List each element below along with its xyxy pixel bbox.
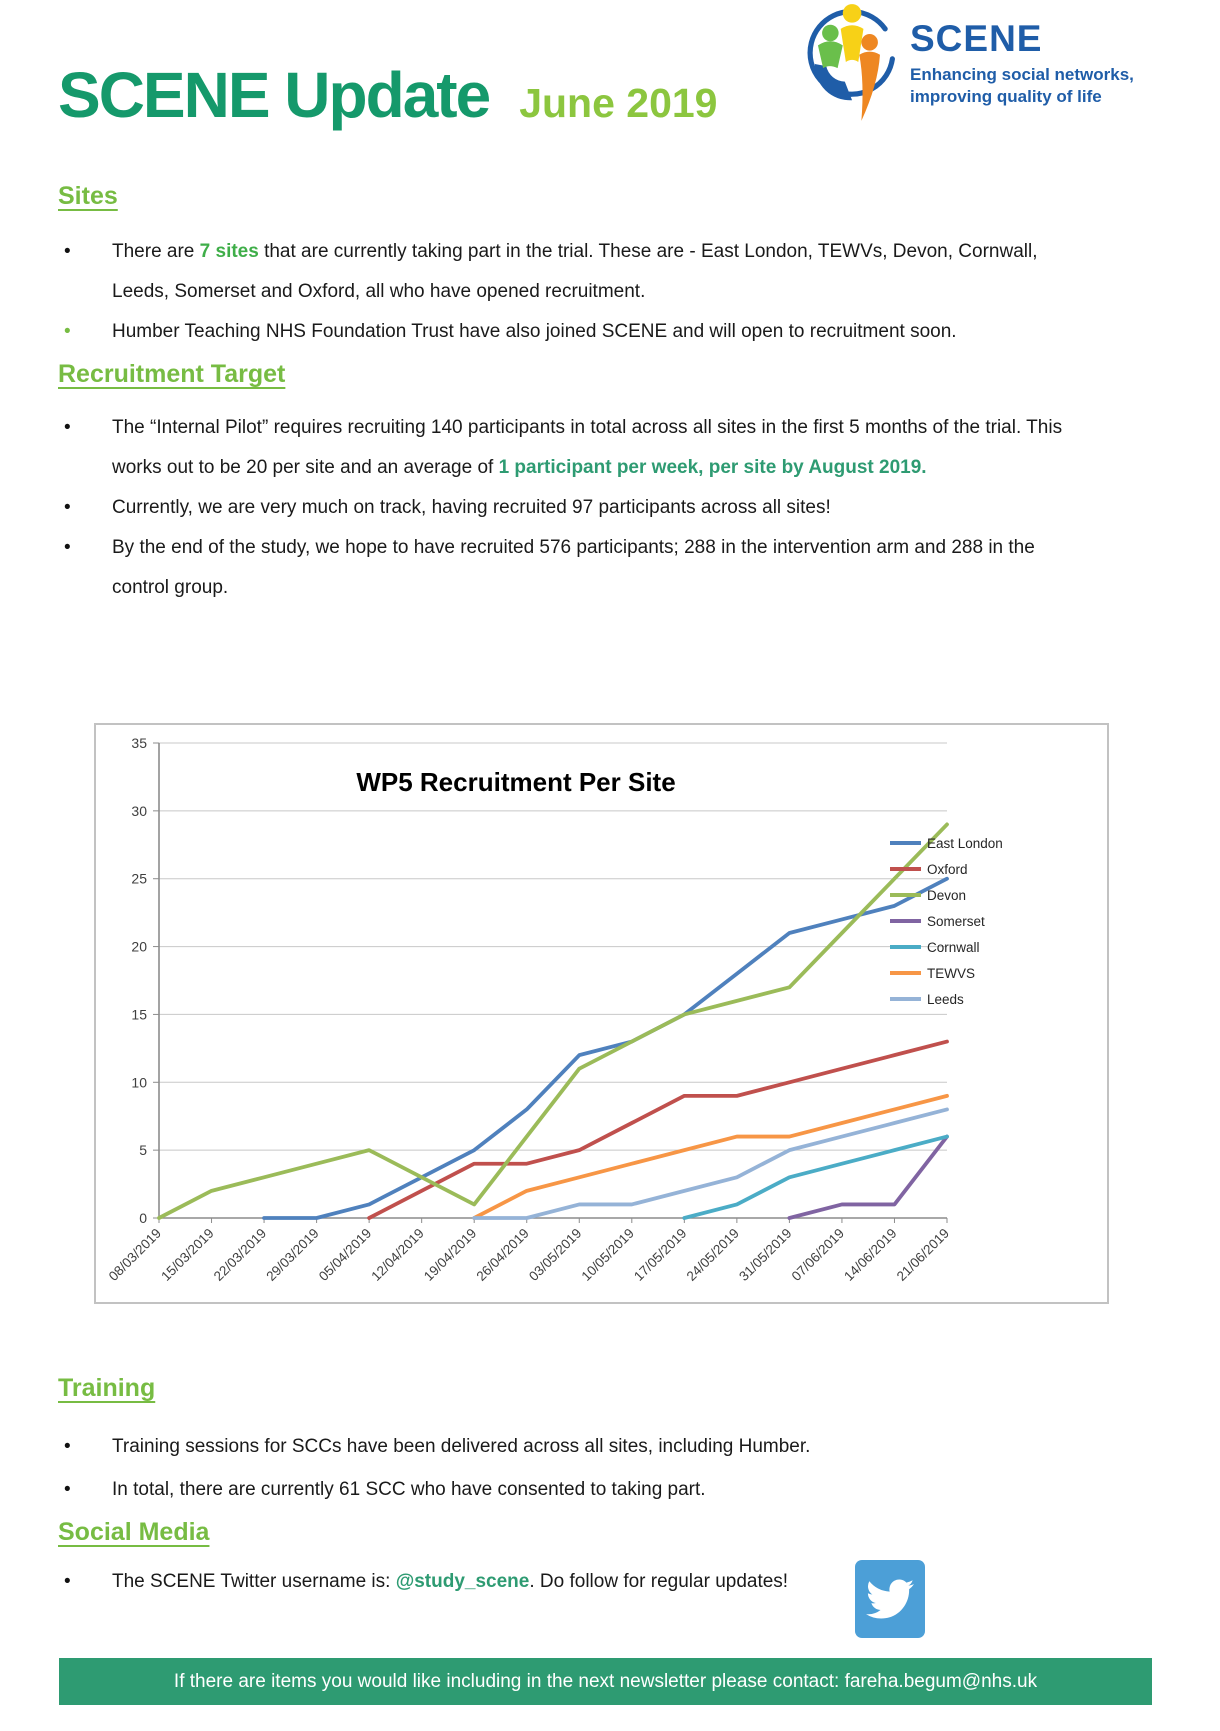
recruitment-heading: Recruitment Target [58, 360, 286, 388]
y-axis-label: 35 [131, 735, 147, 751]
recruitment-chart: 0 5 10 15 20 25 30 35 08/03/2019 15/03/2019 22/03/… [94, 723, 1109, 1304]
recruitment-bullet-3: By the end of the study, we hope to have… [58, 528, 1068, 608]
y-axis-label: 0 [139, 1210, 147, 1226]
social-bullet-1: The SCENE Twitter username is: @study_sc… [58, 1562, 858, 1602]
y-axis-label: 10 [131, 1074, 147, 1090]
recruitment-chart-svg: 0 5 10 15 20 25 30 35 08/03/201915/03/201922/03/… [106, 735, 1003, 1284]
legend-label: Cornwall [927, 940, 980, 955]
x-axis-label: 31/05/2019 [736, 1226, 794, 1284]
scene-logo-text: SCENE Enhancing social networks, improvi… [910, 18, 1134, 108]
recruitment-list: The “Internal Pilot” requires recruiting… [58, 408, 1068, 608]
training-bullet-2: In total, there are currently 61 SCC who… [58, 1468, 1068, 1511]
scene-logo-icon [798, 2, 902, 129]
x-axis-label: 29/03/2019 [263, 1226, 321, 1284]
x-axis-label: 19/04/2019 [421, 1226, 479, 1284]
header: SCENE Update June 2019 [58, 58, 717, 132]
legend-label: Somerset [927, 914, 985, 929]
x-axis-label: 03/05/2019 [526, 1226, 584, 1284]
sites-heading: Sites [58, 182, 118, 210]
series-line-devon [157, 822, 949, 1220]
x-axis-label: 17/05/2019 [631, 1226, 689, 1284]
series-line-leeds [472, 1107, 949, 1220]
logo-tagline: Enhancing social networks, improving qua… [910, 65, 1134, 106]
y-axis-label: 25 [131, 871, 147, 887]
social-media-heading: Social Media [58, 1518, 210, 1546]
y-axis-label: 15 [131, 1006, 147, 1022]
x-axis-label: 08/03/2019 [106, 1226, 164, 1284]
x-axis-label: 05/04/2019 [316, 1226, 374, 1284]
legend-label: TEWVS [927, 966, 975, 981]
legend-label: Devon [927, 888, 966, 903]
sites-bullet-2: Humber Teaching NHS Foundation Trust hav… [58, 312, 1068, 352]
x-axis-label: 07/06/2019 [789, 1226, 847, 1284]
sites-count-highlight: 7 sites [199, 241, 259, 262]
x-axis-label: 22/03/2019 [211, 1226, 269, 1284]
twitter-handle-link[interactable]: @study_scene [395, 1571, 530, 1592]
social-media-list: The SCENE Twitter username is: @study_sc… [58, 1562, 858, 1602]
logo-wordmark: SCENE [910, 18, 1043, 59]
twitter-icon[interactable] [855, 1560, 925, 1638]
series-line-somerset [787, 1134, 949, 1220]
contact-email[interactable]: fareha.begum@nhs.uk [844, 1670, 1038, 1692]
training-bullet-1: Training sessions for SCCs have been del… [58, 1425, 1068, 1468]
page-title: SCENE Update [58, 59, 491, 131]
training-heading: Training [58, 1374, 156, 1402]
series-line-oxford [367, 1039, 949, 1220]
legend-label: Oxford [927, 862, 968, 877]
x-axis-label: 12/04/2019 [368, 1226, 426, 1284]
sites-bullet-1: There are 7 sites that are currently tak… [58, 232, 1068, 312]
training-list: Training sessions for SCCs have been del… [58, 1425, 1068, 1511]
x-axis-label: 26/04/2019 [473, 1226, 531, 1284]
y-axis-label: 30 [131, 803, 147, 819]
series-line-tewvs [472, 1093, 949, 1220]
recruitment-bullet-1: The “Internal Pilot” requires recruiting… [58, 408, 1068, 488]
x-axis-label: 24/05/2019 [684, 1226, 742, 1284]
footer-text: If there are items you would like includ… [173, 1670, 1038, 1692]
legend-label: East London [927, 836, 1003, 851]
y-axis-label: 5 [139, 1142, 147, 1158]
recruitment-bullet-2: Currently, we are very much on track, ha… [58, 488, 1068, 528]
x-axis-label: 21/06/2019 [894, 1226, 952, 1284]
page-date: June 2019 [519, 80, 718, 126]
scene-logo: SCENE Enhancing social networks, improvi… [798, 2, 1198, 128]
chart-title: WP5 Recruitment Per Site [356, 767, 675, 797]
sites-list: There are 7 sites that are currently tak… [58, 232, 1068, 352]
footer-bar: If there are items you would like includ… [59, 1658, 1152, 1705]
series-line-cornwall [682, 1134, 949, 1220]
x-axis-label: 14/06/2019 [841, 1226, 899, 1284]
x-axis-label: 15/03/2019 [158, 1226, 216, 1284]
x-axis-label: 10/05/2019 [579, 1226, 637, 1284]
y-axis-label: 20 [131, 939, 147, 955]
recruitment-target-highlight: 1 participant per week, per site by Augu… [498, 457, 927, 478]
series-line-east-london [262, 876, 949, 1220]
legend-label: Leeds [927, 992, 964, 1007]
